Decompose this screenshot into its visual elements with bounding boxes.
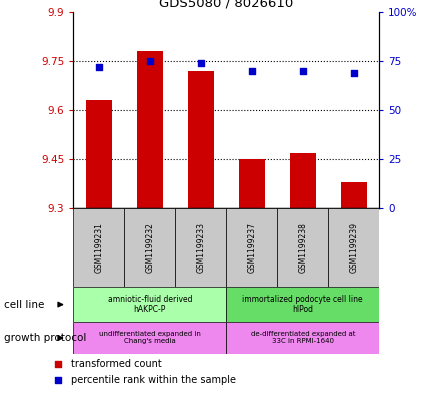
Text: GSM1199232: GSM1199232 [145, 222, 154, 273]
Point [55, 360, 61, 367]
Bar [239, 159, 264, 208]
Bar [73, 322, 226, 354]
Bar [137, 51, 162, 208]
Text: growth protocol: growth protocol [4, 333, 86, 343]
Text: GSM1199239: GSM1199239 [348, 222, 357, 273]
Bar [276, 208, 328, 287]
Text: amniotic-fluid derived
hAKPC-P: amniotic-fluid derived hAKPC-P [107, 295, 192, 314]
Point [197, 60, 204, 66]
Bar [328, 208, 378, 287]
Bar [124, 208, 175, 287]
Text: undifferentiated expanded in
Chang's media: undifferentiated expanded in Chang's med… [98, 331, 200, 345]
Bar [289, 152, 315, 208]
Bar [187, 71, 213, 208]
Point [248, 68, 255, 74]
Text: GSM1199238: GSM1199238 [298, 222, 307, 273]
Bar [73, 208, 124, 287]
Bar [73, 287, 226, 322]
Bar [226, 208, 276, 287]
Bar [86, 100, 111, 208]
Text: cell line: cell line [4, 299, 45, 310]
Text: GSM1199233: GSM1199233 [196, 222, 205, 273]
Point [146, 58, 153, 64]
Title: GDS5080 / 8026610: GDS5080 / 8026610 [159, 0, 293, 9]
Text: GSM1199231: GSM1199231 [94, 222, 103, 273]
Text: percentile rank within the sample: percentile rank within the sample [71, 375, 236, 385]
Point [350, 70, 356, 76]
Point [298, 68, 305, 74]
Text: de-differentiated expanded at
33C in RPMI-1640: de-differentiated expanded at 33C in RPM… [250, 331, 354, 345]
Point [55, 377, 61, 384]
Text: GSM1199237: GSM1199237 [247, 222, 256, 273]
Text: immortalized podocyte cell line
hIPod: immortalized podocyte cell line hIPod [242, 295, 362, 314]
Bar [175, 208, 226, 287]
Text: transformed count: transformed count [71, 358, 162, 369]
Bar [226, 287, 378, 322]
Bar [226, 322, 378, 354]
Bar [340, 182, 366, 208]
Point [95, 64, 102, 70]
